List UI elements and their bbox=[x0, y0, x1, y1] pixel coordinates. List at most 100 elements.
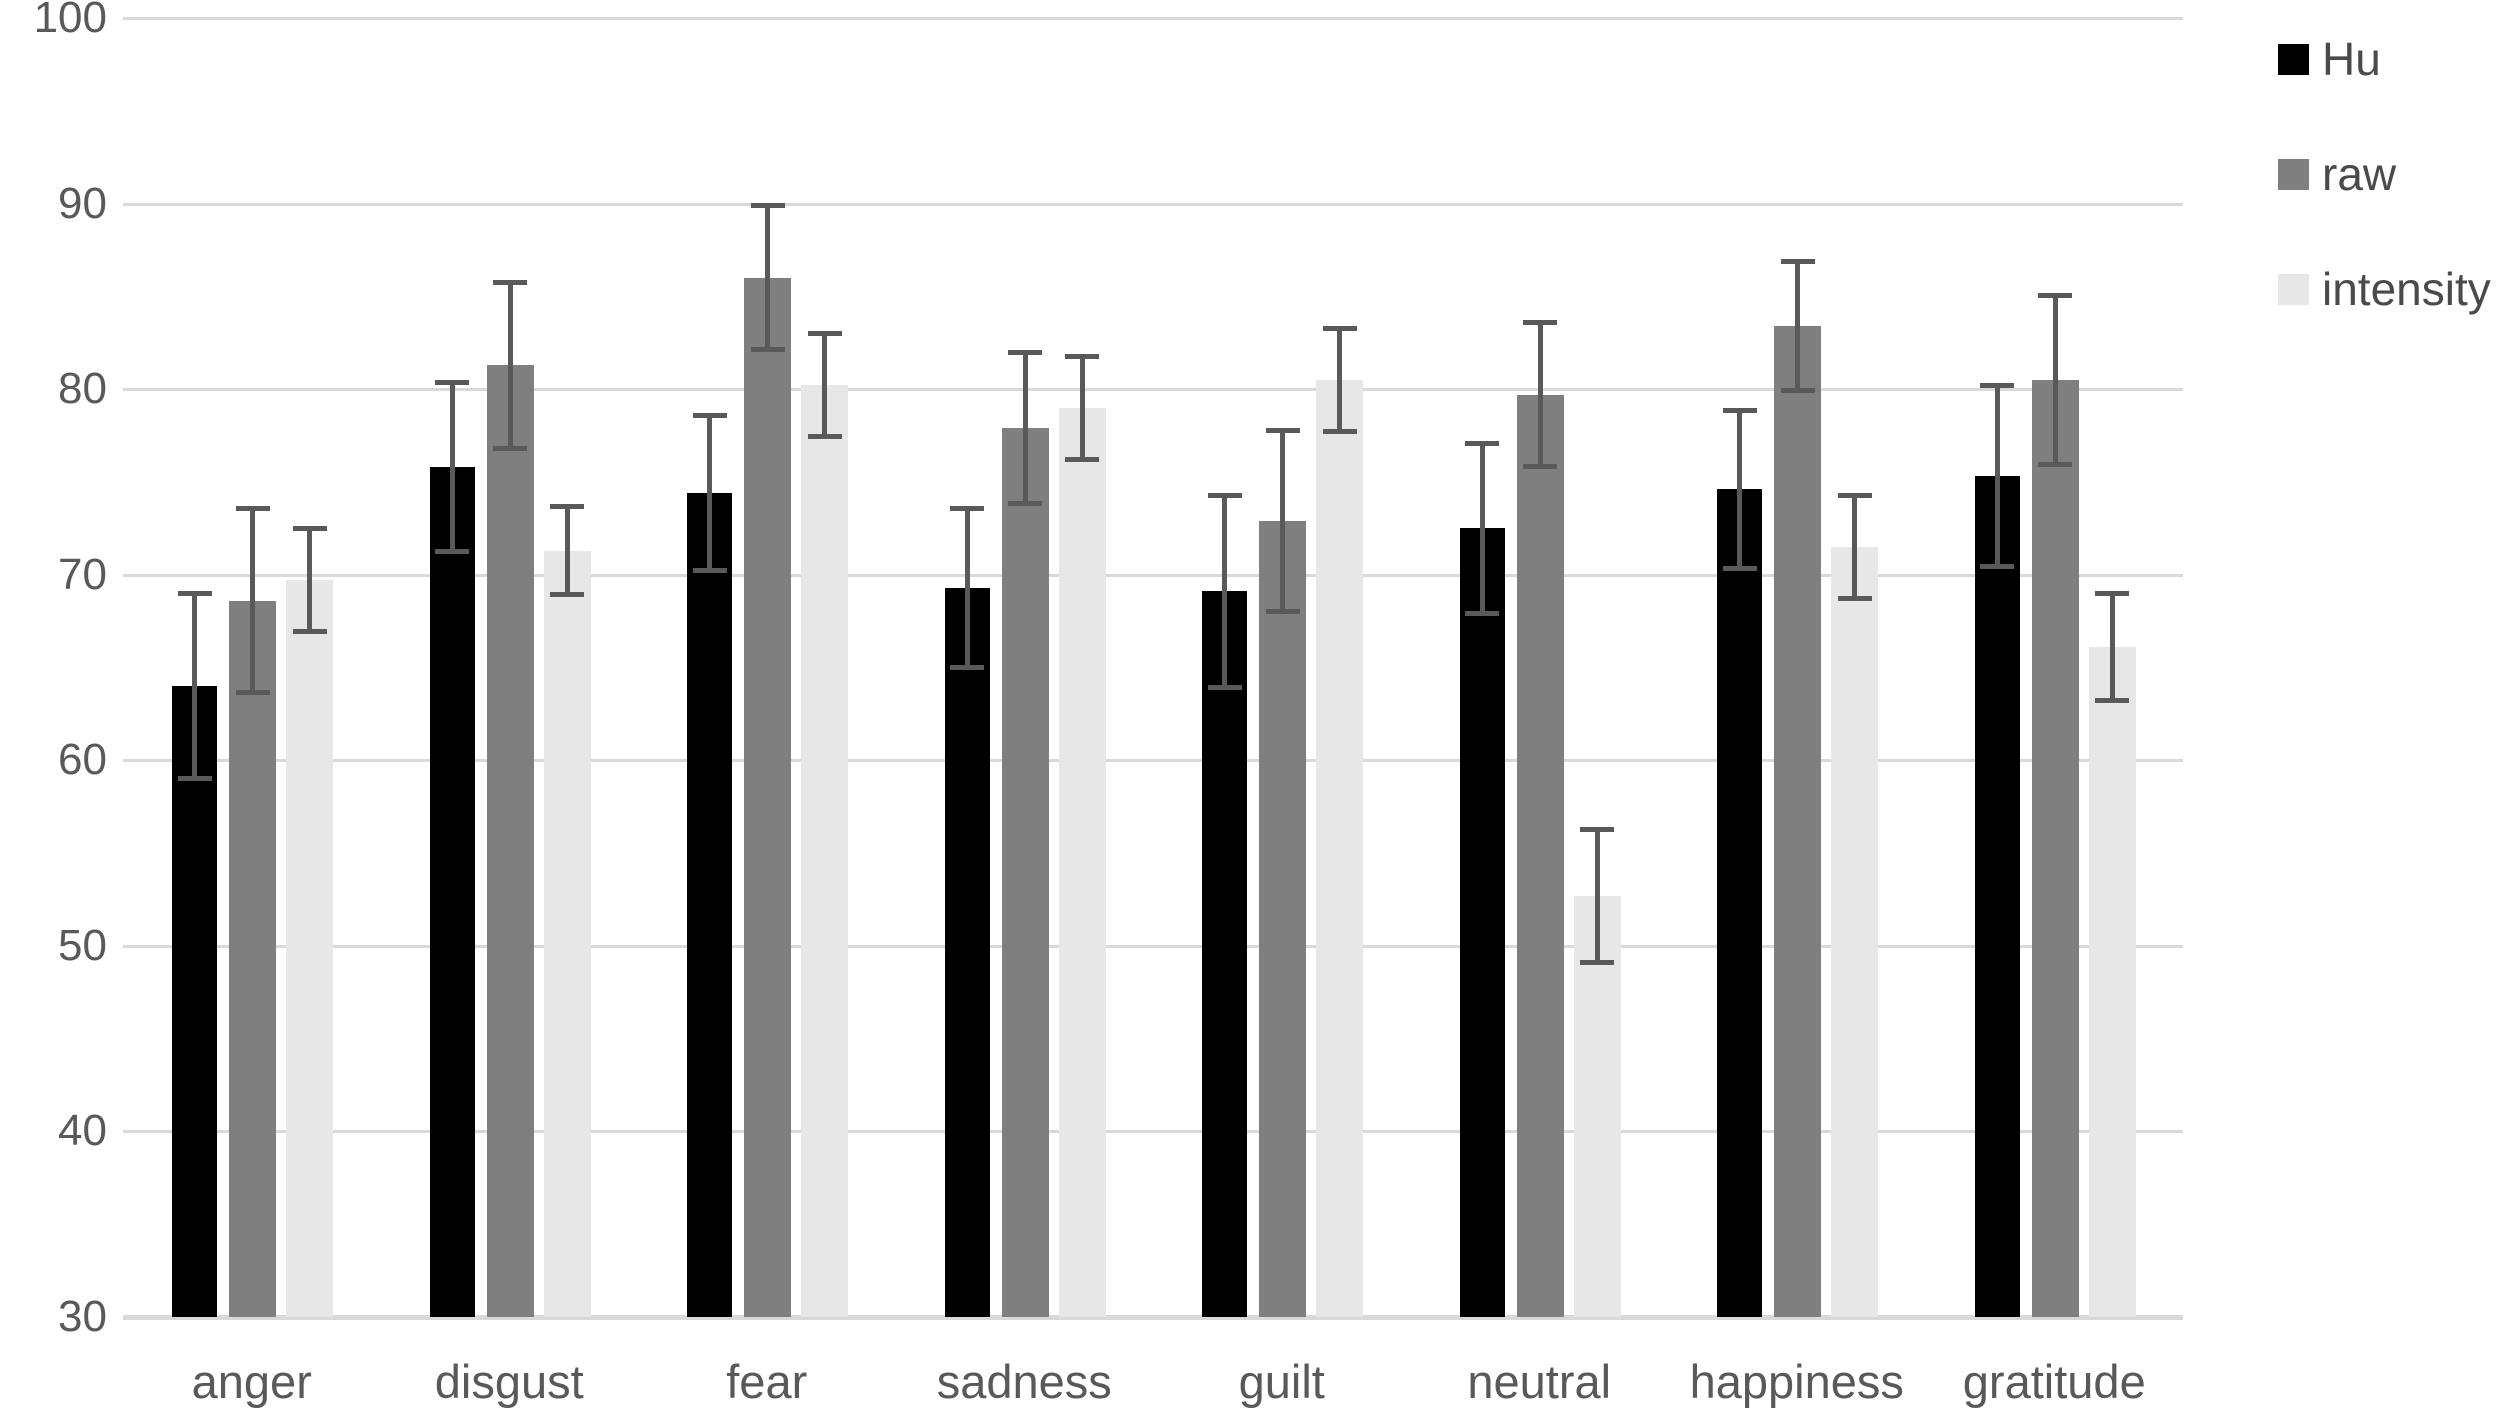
bar-Hu-anger bbox=[172, 686, 217, 1317]
error-bar-intensity-fear bbox=[822, 333, 827, 438]
y-tick-label-80: 80 bbox=[58, 364, 107, 414]
bar-Hu-gratitude bbox=[1974, 476, 2020, 1317]
legend-swatch-Hu bbox=[2278, 43, 2309, 75]
error-bar-raw-happiness-bottom-cap bbox=[1780, 387, 1815, 393]
error-bar-raw-neutral-bottom-cap bbox=[1523, 464, 1557, 470]
error-bar-intensity-anger-top-cap bbox=[292, 526, 327, 532]
error-bar-intensity-disgust-top-cap bbox=[550, 504, 584, 510]
y-tick-label-100: 100 bbox=[33, 0, 107, 42]
error-bar-intensity-happiness-bottom-cap bbox=[1837, 595, 1872, 601]
error-bar-Hu-neutral bbox=[1479, 442, 1485, 614]
error-bar-Hu-fear-bottom-cap bbox=[692, 568, 727, 573]
bar-Hu-guilt bbox=[1202, 591, 1247, 1317]
x-category-label-happiness: happiness bbox=[1689, 1355, 1904, 1408]
gridline bbox=[123, 573, 2183, 577]
error-bar-intensity-anger-bottom-cap bbox=[292, 629, 327, 635]
bar-raw-gratitude bbox=[2031, 379, 2079, 1317]
error-bar-intensity-sadness-top-cap bbox=[1065, 353, 1099, 359]
error-bar-Hu-disgust-bottom-cap bbox=[435, 549, 469, 555]
bar-raw-neutral bbox=[1516, 394, 1564, 1317]
error-bar-intensity-anger bbox=[307, 528, 312, 633]
error-bar-raw-sadness bbox=[1022, 352, 1028, 505]
legend-entry-Hu: Hu bbox=[2278, 36, 2381, 82]
error-bar-raw-sadness-top-cap bbox=[1008, 350, 1042, 356]
legend-swatch-intensity bbox=[2278, 273, 2309, 305]
bar-Hu-fear bbox=[687, 493, 732, 1317]
error-bar-intensity-gratitude bbox=[2109, 593, 2115, 701]
error-bar-intensity-neutral-top-cap bbox=[1580, 826, 1614, 832]
error-bar-Hu-anger-top-cap bbox=[177, 591, 212, 597]
error-bar-intensity-neutral bbox=[1594, 828, 1600, 963]
x-category-label-sadness: sadness bbox=[936, 1355, 1112, 1408]
gridline bbox=[123, 1130, 2183, 1134]
y-tick-label-90: 90 bbox=[58, 178, 107, 228]
error-bar-raw-gratitude-bottom-cap bbox=[2038, 462, 2072, 468]
gridline bbox=[123, 388, 2183, 392]
legend-label-intensity: intensity bbox=[2322, 263, 2491, 315]
bar-intensity-happiness bbox=[1831, 546, 1878, 1317]
bar-intensity-disgust bbox=[543, 550, 591, 1317]
error-bar-raw-guilt-bottom-cap bbox=[1265, 608, 1300, 614]
x-category-label-disgust: disgust bbox=[434, 1355, 584, 1408]
error-bar-Hu-disgust bbox=[449, 381, 455, 553]
bar-raw-guilt bbox=[1259, 520, 1306, 1317]
legend-entry-raw: raw bbox=[2278, 151, 2396, 197]
bar-raw-sadness bbox=[1001, 428, 1049, 1317]
error-bar-raw-guilt bbox=[1280, 429, 1285, 612]
gridline bbox=[123, 944, 2183, 948]
error-bar-Hu-happiness-bottom-cap bbox=[1722, 566, 1757, 572]
error-bar-intensity-guilt bbox=[1337, 327, 1342, 432]
bar-intensity-fear bbox=[801, 385, 848, 1317]
error-bar-raw-neutral bbox=[1537, 322, 1543, 468]
error-bar-intensity-sadness bbox=[1079, 355, 1085, 460]
y-tick-label-40: 40 bbox=[58, 1106, 107, 1156]
error-bar-raw-neutral-top-cap bbox=[1523, 320, 1557, 326]
error-bar-Hu-neutral-top-cap bbox=[1465, 440, 1499, 446]
error-bar-raw-sadness-bottom-cap bbox=[1008, 501, 1042, 507]
error-bar-raw-disgust bbox=[507, 281, 513, 449]
x-category-label-neutral: neutral bbox=[1467, 1355, 1612, 1408]
error-bar-Hu-neutral-bottom-cap bbox=[1465, 610, 1499, 616]
error-bar-Hu-disgust-top-cap bbox=[435, 379, 469, 385]
error-bar-intensity-fear-top-cap bbox=[807, 331, 842, 337]
error-bar-raw-happiness-top-cap bbox=[1780, 259, 1815, 265]
bar-intensity-neutral bbox=[1573, 895, 1621, 1317]
error-bar-raw-fear bbox=[765, 205, 770, 351]
error-bar-intensity-disgust-bottom-cap bbox=[550, 592, 584, 598]
x-category-label-fear: fear bbox=[726, 1355, 808, 1408]
error-bar-raw-anger bbox=[250, 507, 255, 694]
error-bar-intensity-neutral-bottom-cap bbox=[1580, 959, 1614, 965]
error-bar-Hu-guilt bbox=[1222, 494, 1227, 688]
error-bar-raw-guilt-top-cap bbox=[1265, 427, 1300, 433]
error-bar-Hu-fear-top-cap bbox=[692, 413, 727, 419]
error-bar-Hu-sadness-bottom-cap bbox=[950, 664, 984, 670]
error-bar-intensity-guilt-top-cap bbox=[1322, 325, 1357, 331]
error-bar-Hu-guilt-bottom-cap bbox=[1207, 684, 1242, 690]
bar-raw-fear bbox=[744, 277, 791, 1317]
error-bar-intensity-gratitude-top-cap bbox=[2095, 591, 2129, 597]
error-bar-raw-fear-bottom-cap bbox=[750, 347, 785, 353]
error-bar-intensity-gratitude-bottom-cap bbox=[2095, 697, 2129, 703]
error-bar-Hu-gratitude-bottom-cap bbox=[1980, 564, 2014, 570]
bar-raw-disgust bbox=[486, 365, 534, 1317]
error-bar-raw-disgust-bottom-cap bbox=[493, 445, 527, 451]
bar-intensity-guilt bbox=[1316, 379, 1363, 1317]
bar-Hu-disgust bbox=[429, 467, 475, 1317]
error-bar-intensity-happiness bbox=[1852, 494, 1857, 599]
legend-label-Hu: Hu bbox=[2322, 33, 2381, 85]
error-bar-Hu-anger bbox=[192, 593, 197, 779]
y-tick-label-60: 60 bbox=[58, 735, 107, 785]
gridline bbox=[123, 202, 2183, 206]
bar-intensity-gratitude bbox=[2088, 647, 2136, 1317]
bar-Hu-neutral bbox=[1459, 528, 1505, 1317]
error-bar-Hu-gratitude bbox=[1994, 385, 2000, 568]
error-bar-raw-disgust-top-cap bbox=[493, 279, 527, 285]
error-bar-Hu-sadness bbox=[964, 507, 970, 668]
gridline bbox=[123, 17, 2183, 20]
legend-swatch-raw bbox=[2278, 158, 2309, 190]
x-category-label-gratitude: gratitude bbox=[1962, 1355, 2146, 1408]
error-bar-Hu-gratitude-top-cap bbox=[1980, 383, 2014, 389]
bar-raw-anger bbox=[229, 600, 276, 1317]
error-bar-raw-happiness bbox=[1795, 261, 1800, 391]
gridline bbox=[123, 759, 2183, 763]
